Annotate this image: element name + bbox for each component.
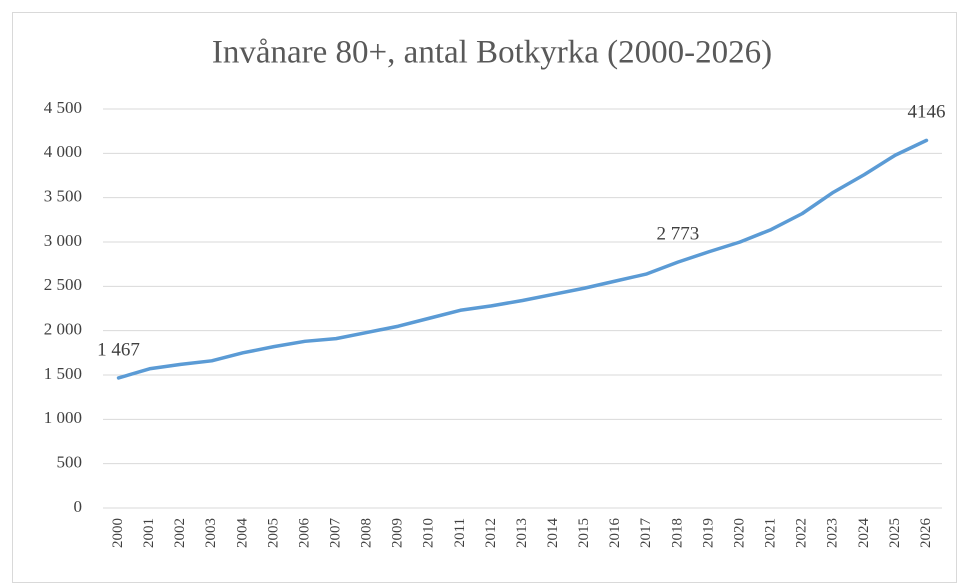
x-tick-label: 2011 bbox=[452, 518, 468, 547]
x-tick-label: 2026 bbox=[918, 518, 934, 549]
x-tick-label: 2001 bbox=[141, 518, 157, 548]
x-tick-label: 2013 bbox=[514, 518, 530, 548]
x-tick-label: 2002 bbox=[172, 518, 188, 548]
data-label: 1 467 bbox=[97, 339, 140, 360]
y-tick-label: 0 bbox=[74, 497, 83, 516]
x-tick-label: 2021 bbox=[763, 518, 779, 548]
x-tick-label: 2014 bbox=[545, 518, 561, 549]
y-tick-label: 4 000 bbox=[44, 142, 82, 161]
x-tick-label: 2006 bbox=[296, 518, 312, 549]
x-tick-label: 2020 bbox=[731, 518, 747, 548]
x-tick-label: 2016 bbox=[607, 518, 623, 549]
x-tick-label: 2005 bbox=[265, 518, 281, 548]
x-tick-label: 2008 bbox=[359, 518, 375, 548]
x-tick-label: 2025 bbox=[887, 518, 903, 548]
x-tick-label: 2007 bbox=[327, 518, 343, 549]
chart-title: Invånare 80+, antal Botkyrka (2000-2026) bbox=[212, 35, 772, 71]
data-line bbox=[116, 138, 929, 380]
y-tick-label: 1 000 bbox=[44, 408, 82, 427]
data-label: 2 773 bbox=[656, 223, 699, 244]
chart-frame bbox=[12, 12, 957, 583]
x-tick-label: 2012 bbox=[483, 518, 499, 548]
x-tick-label: 2015 bbox=[576, 518, 592, 548]
x-tick-label: 2022 bbox=[794, 518, 810, 548]
data-label: 4146 bbox=[907, 102, 945, 123]
x-tick-label: 2023 bbox=[825, 518, 841, 548]
y-tick-label: 4 500 bbox=[44, 98, 82, 117]
y-tick-label: 2 000 bbox=[44, 320, 82, 339]
x-tick-label: 2010 bbox=[421, 518, 437, 548]
x-tick-label: 2009 bbox=[390, 518, 406, 548]
x-tick-label: 2019 bbox=[700, 518, 716, 548]
y-tick-label: 2 500 bbox=[44, 275, 82, 294]
y-tick-label: 3 500 bbox=[44, 187, 82, 206]
x-tick-label: 2004 bbox=[234, 518, 250, 549]
x-tick-label: 2003 bbox=[203, 518, 219, 548]
y-tick-label: 500 bbox=[57, 453, 83, 472]
x-tick-label: 2018 bbox=[669, 518, 685, 548]
y-tick-label: 3 000 bbox=[44, 231, 82, 250]
x-tick-label: 2000 bbox=[110, 518, 126, 548]
y-tick-label: 1 500 bbox=[44, 364, 82, 383]
x-tick-label: 2024 bbox=[856, 518, 872, 549]
x-tick-label: 2017 bbox=[638, 518, 654, 549]
